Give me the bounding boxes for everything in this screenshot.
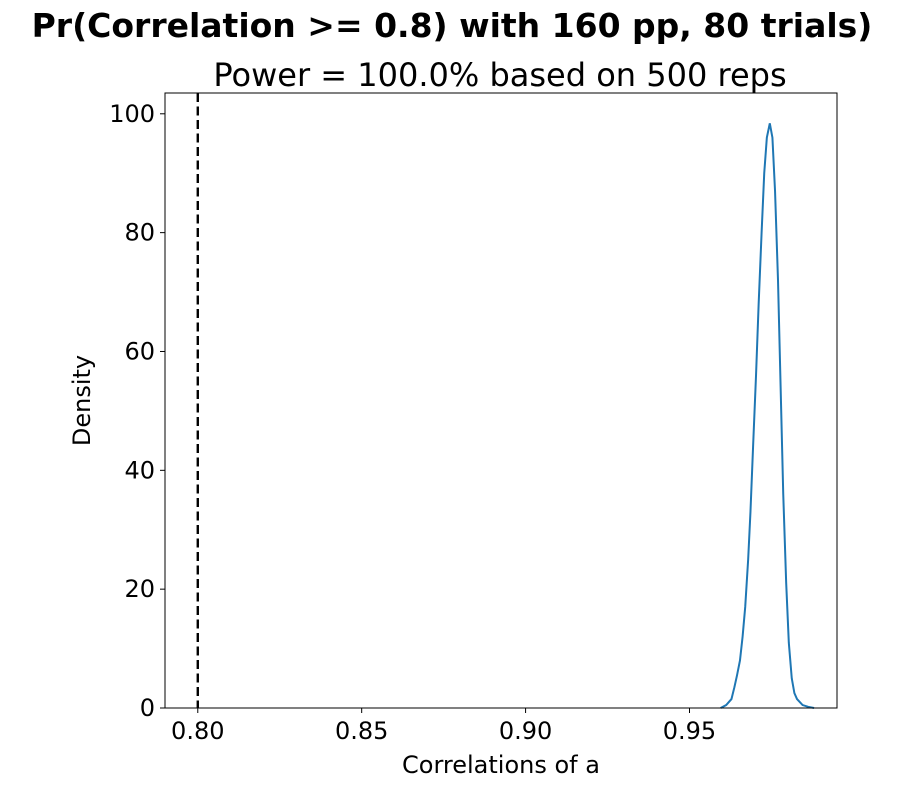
y-tick-label: 40 xyxy=(124,456,155,484)
x-tick-label: 0.80 xyxy=(171,717,224,745)
x-tick-label: 0.90 xyxy=(499,717,552,745)
y-tick-label: 60 xyxy=(124,337,155,365)
y-tick-label: 0 xyxy=(140,694,155,722)
y-axis: 0 20 40 60 80 100 xyxy=(109,100,165,722)
y-tick-label: 20 xyxy=(124,575,155,603)
chart-suptitle: Pr(Correlation >= 0.8) with 160 pp, 80 t… xyxy=(32,6,873,45)
x-tick-label: 0.85 xyxy=(335,717,388,745)
x-axis: 0.80 0.85 0.90 0.95 xyxy=(171,708,716,745)
chart-title: Power = 100.0% based on 500 reps xyxy=(213,56,786,94)
plot-area xyxy=(196,93,815,709)
x-axis-label: Correlations of a xyxy=(402,751,600,779)
y-axis-label: Density xyxy=(68,355,96,446)
y-tick-label: 100 xyxy=(109,100,155,128)
plot-frame xyxy=(164,92,838,709)
x-tick-label: 0.95 xyxy=(663,717,716,745)
density-curve-0 xyxy=(720,123,815,709)
y-tick-label: 80 xyxy=(124,219,155,247)
